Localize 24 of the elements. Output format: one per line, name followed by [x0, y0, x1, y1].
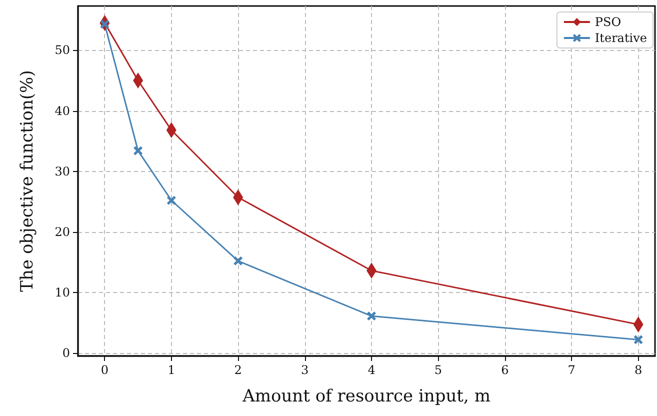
- x-axis-title: Amount of resource input, m: [242, 386, 490, 406]
- y-tick-label: 10: [54, 285, 70, 300]
- legend-label: Iterative: [594, 31, 648, 45]
- x-tick-label: 6: [501, 363, 509, 377]
- x-tick-label: 7: [568, 363, 576, 377]
- point: [367, 312, 376, 321]
- legend-label: PSO: [594, 15, 622, 29]
- point: [134, 146, 143, 156]
- x-tick-label: 4: [368, 363, 376, 377]
- x-tick-label: 1: [168, 363, 176, 377]
- point: [234, 256, 243, 266]
- y-tick-label: 20: [54, 224, 70, 239]
- y-tick-label: 40: [54, 104, 70, 118]
- x-tick-label: 8: [634, 363, 642, 377]
- point: [166, 196, 176, 205]
- x-tick-label: 3: [300, 363, 309, 377]
- x-tick-label: 0: [100, 363, 108, 377]
- x-tick-label: 2: [234, 363, 242, 377]
- x-tick-label: 5: [434, 363, 442, 377]
- y-tick-label: 0: [62, 346, 70, 360]
- y-tick-label: 30: [54, 164, 70, 178]
- point: [634, 335, 643, 344]
- y-tick-label: 50: [54, 43, 70, 58]
- y-axis-title: The objective function(%): [18, 70, 38, 292]
